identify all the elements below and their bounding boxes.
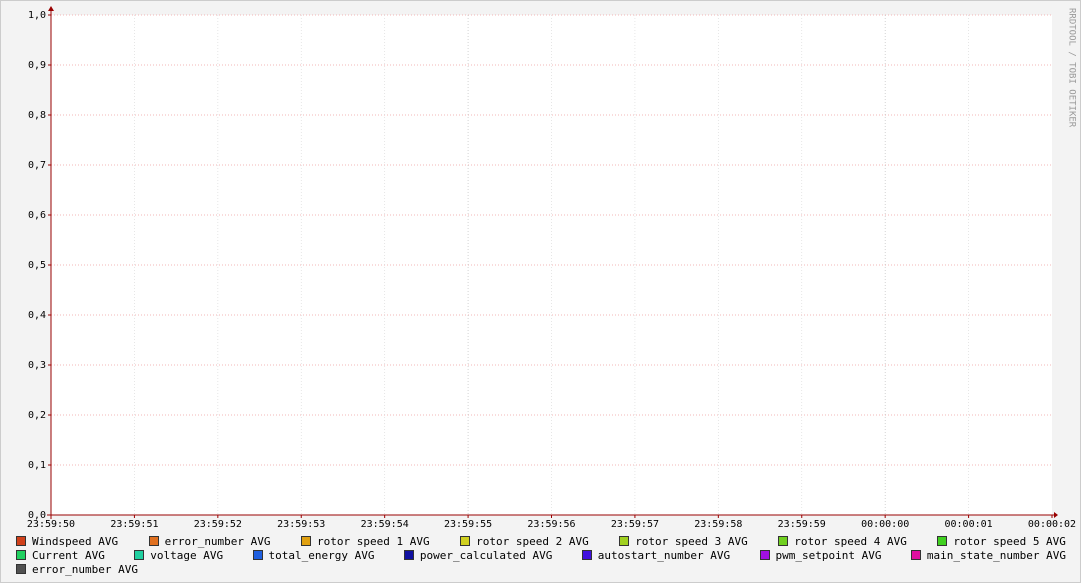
legend: Windspeed AVG error_number AVG rotor speed… <box>16 534 1066 576</box>
legend-swatch <box>148 536 159 546</box>
legend-swatch <box>759 550 770 560</box>
legend-label: error_number AVG <box>164 534 271 548</box>
legend-swatch <box>16 536 26 546</box>
x-tick-label: 23:59:59 <box>778 519 826 530</box>
legend-item: rotor speed 2 AVG <box>460 535 589 548</box>
legend-label: pwm_setpoint AVG <box>775 548 882 562</box>
x-tick-label: 23:59:54 <box>361 519 409 530</box>
legend-swatch <box>16 564 26 574</box>
x-tick-label: 23:59:58 <box>694 519 742 530</box>
legend-item: pwm_setpoint AVG <box>759 548 882 562</box>
legend-swatch <box>778 536 789 546</box>
x-axis-arrow <box>1054 512 1058 518</box>
legend-label: rotor speed 3 AVG <box>635 534 748 548</box>
y-tick-label: 0,2 <box>28 410 46 421</box>
legend-label: rotor speed 1 AVG <box>317 534 430 548</box>
y-tick-label: 0,6 <box>28 210 46 221</box>
legend-label: main_state_number AVG <box>926 548 1066 562</box>
x-tick-label: 23:59:53 <box>277 519 325 530</box>
x-tick-label: 23:59:51 <box>110 519 158 530</box>
y-tick-label: 0,4 <box>28 310 46 321</box>
x-tick-label: 23:59:57 <box>611 519 659 530</box>
x-tick-label: 23:59:55 <box>444 519 492 530</box>
y-tick-label: 0,1 <box>28 460 46 471</box>
legend-label: rotor speed 4 AVG <box>794 534 907 548</box>
legend-item: power_calculated AVG <box>403 548 553 562</box>
legend-item: error_number AVG <box>16 563 138 576</box>
y-tick-label: 0,8 <box>28 110 46 121</box>
legend-item: Current AVG <box>16 549 105 562</box>
legend-label: error_number AVG <box>32 562 138 576</box>
legend-swatch <box>460 536 471 546</box>
legend-label: autostart_number AVG <box>597 548 731 562</box>
legend-item: rotor speed 3 AVG <box>619 535 748 548</box>
legend-row: Current AVG voltage AVG total_energy AVG po… <box>16 548 1066 562</box>
legend-swatch <box>16 550 26 560</box>
x-tick-label: 23:59:52 <box>194 519 242 530</box>
legend-label: power_calculated AVG <box>419 548 553 562</box>
legend-swatch <box>619 536 630 546</box>
legend-swatch <box>134 550 145 560</box>
legend-row: error_number AVG <box>16 562 1066 576</box>
legend-item: error_number AVG <box>148 534 271 548</box>
legend-item: rotor speed 1 AVG <box>301 535 430 548</box>
y-axis-arrow <box>48 6 54 11</box>
legend-item: main_state_number AVG <box>910 548 1066 562</box>
legend-label: Current AVG <box>32 548 105 562</box>
legend-item: autostart_number AVG <box>581 548 731 562</box>
legend-item: rotor speed 4 AVG <box>778 535 907 548</box>
legend-item: voltage AVG <box>134 549 223 562</box>
x-tick-label: 00:00:00 <box>861 519 909 530</box>
legend-label: rotor speed 2 AVG <box>476 534 589 548</box>
legend-label: rotor speed 5 AVG <box>953 534 1066 548</box>
y-tick-label: 0,9 <box>28 60 46 71</box>
legend-label: voltage AVG <box>150 548 224 562</box>
legend-swatch <box>581 550 592 560</box>
legend-row: Windspeed AVG error_number AVG rotor speed… <box>16 534 1066 548</box>
y-tick-label: 0,0 <box>28 510 46 521</box>
legend-swatch <box>937 536 948 546</box>
legend-label: total_energy AVG <box>268 548 375 562</box>
legend-item: total_energy AVG <box>252 548 375 562</box>
y-tick-label: 0,7 <box>28 160 46 171</box>
legend-swatch <box>910 550 921 560</box>
legend-swatch <box>301 536 312 546</box>
y-tick-label: 1,0 <box>28 10 46 21</box>
legend-swatch <box>403 550 414 560</box>
y-tick-label: 0,3 <box>28 360 46 371</box>
x-tick-label: 23:59:50 <box>27 519 75 530</box>
legend-label: Windspeed AVG <box>32 534 119 548</box>
legend-item: Windspeed AVG <box>16 535 118 548</box>
x-tick-label: 00:00:01 <box>944 519 992 530</box>
legend-swatch <box>252 550 263 560</box>
x-tick-label: 00:00:02 <box>1028 519 1076 530</box>
x-tick-label: 23:59:56 <box>527 519 575 530</box>
watermark: RRDTOOL / TOBI OETIKER <box>1067 8 1077 128</box>
legend-item: rotor speed 5 AVG <box>937 535 1066 548</box>
y-tick-label: 0,5 <box>28 260 46 271</box>
